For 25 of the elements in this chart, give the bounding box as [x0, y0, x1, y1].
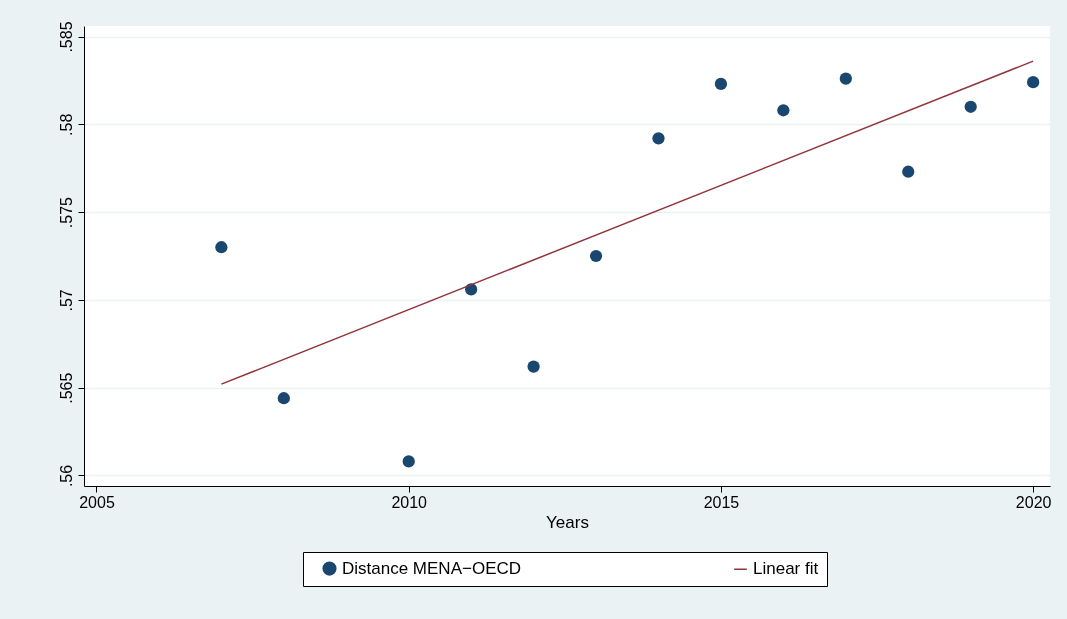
y-tick-label: .57: [57, 289, 75, 312]
x-tick-label: 2015: [703, 493, 740, 511]
y-tick-label: .56: [57, 464, 75, 488]
point: [1027, 76, 1040, 89]
point: [714, 77, 728, 91]
y-tick-label: .565: [57, 372, 75, 404]
point: [277, 392, 290, 405]
legend-label: Distance MENA−OECD: [342, 558, 522, 578]
point: [527, 360, 540, 373]
point: [589, 249, 603, 263]
point: [215, 241, 228, 254]
point: [402, 455, 415, 468]
x-tick-label: 2010: [391, 493, 428, 511]
point: [902, 165, 915, 178]
legend-label: Linear fit: [753, 559, 819, 579]
x-axis-title: Years: [546, 512, 589, 532]
point: [652, 132, 665, 145]
y-tick-label: .585: [57, 21, 75, 53]
x-tick-label: 2005: [79, 493, 115, 511]
y-tick-label: .58: [57, 113, 75, 136]
y-tick-label: .575: [57, 196, 75, 229]
point: [964, 100, 977, 113]
x-tick-label: 2020: [1015, 493, 1052, 511]
point: [777, 104, 790, 117]
point: [839, 72, 852, 85]
